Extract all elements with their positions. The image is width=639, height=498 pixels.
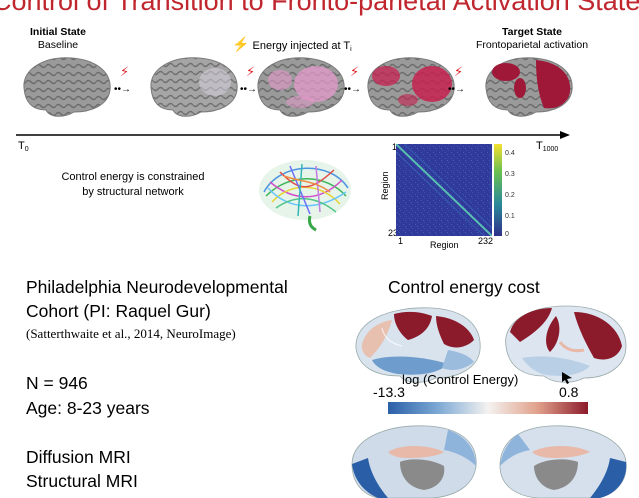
svg-text:••→: ••→ (344, 84, 361, 95)
matrix-colorbar (494, 144, 502, 236)
sample-size: N = 946 (26, 373, 88, 393)
network-note-line2: by structural network (82, 186, 184, 198)
brain-step-2 (150, 57, 238, 117)
svg-text:••→: ••→ (240, 84, 257, 95)
colorbar-tick-1: 0.3 (505, 171, 515, 178)
study-line2: Cohort (PI: Raquel Gur) (26, 301, 211, 321)
cost-title: Control energy cost (388, 277, 540, 297)
tractography-brain (259, 160, 351, 232)
transition-arrow-4: ⚡ ••→ (448, 65, 465, 95)
colorbar-tick-3: 0.1 (505, 213, 515, 220)
transition-arrow-3: ⚡ ••→ (344, 65, 361, 95)
matrix-xlabel: Region (430, 240, 459, 250)
cost-colorbar-label: log (Control Energy) (402, 372, 519, 387)
brain-step-4 (367, 57, 455, 117)
page-title: Control of Transition to Fronto-parietal… (0, 0, 639, 16)
network-note: Control energy is constrained by structu… (38, 170, 228, 200)
svg-text:••→: ••→ (114, 84, 131, 95)
cost-brain-right-lateral (505, 305, 627, 383)
modality-structural: Structural MRI (26, 471, 138, 491)
energy-injected-sub: i (350, 46, 352, 53)
svg-text:⚡: ⚡ (246, 65, 255, 80)
cost-colorbar (388, 402, 588, 414)
matrix-ylabel: Region (380, 171, 390, 200)
svg-text:⚡: ⚡ (120, 65, 129, 80)
target-state-label: Target State Frontoparietal activation (462, 26, 602, 52)
initial-state-label: Initial State Baseline (18, 26, 98, 52)
cursor-icon (562, 372, 572, 384)
matrix-x-right: 232 (478, 236, 494, 246)
colorbar-tick-2: 0.2 (505, 192, 515, 199)
age-range: Age: 8-23 years (26, 398, 150, 418)
lightning-icon: ⚡ (232, 36, 250, 52)
matrix-x-left: 1 (398, 236, 404, 246)
study-line1: Philadelphia Neurodevelopmental (26, 277, 288, 297)
cost-brains-lateral (355, 305, 627, 383)
svg-text:⚡: ⚡ (350, 65, 359, 80)
initial-state-title: Initial State (29, 26, 86, 38)
network-note-line1: Control energy is constrained (61, 171, 205, 183)
brain-step-3 (257, 57, 345, 117)
target-state-title: Target State (502, 26, 562, 38)
timeline-axis (16, 131, 570, 139)
cost-colorbar-min: -13.3 (373, 384, 405, 400)
matrix-y-top: 1 (392, 142, 398, 152)
colorbar-tick-4: 0 (505, 231, 509, 238)
timeline-start: T0 (18, 140, 29, 153)
transition-arrow-1: ⚡ ••→ (114, 65, 131, 95)
colorbar-tick-0: 0.4 (505, 150, 515, 157)
matrix-y-bottom: 232 (388, 228, 404, 238)
initial-state-sub: Baseline (37, 39, 79, 51)
transition-arrow-2: ⚡ ••→ (240, 65, 257, 95)
svg-text:⚡: ⚡ (454, 65, 463, 80)
brain-sequence: ⚡ ••→ ⚡ ••→ ⚡ ••→ ⚡ ••→ (23, 57, 573, 117)
energy-injected-text: Energy injected at T (252, 40, 351, 52)
target-state-sub: Frontoparietal activation (475, 39, 589, 51)
cost-brain-right-medial (499, 425, 627, 498)
cost-brains-medial (351, 425, 627, 498)
brain-target (485, 57, 573, 117)
cost-colorbar-max: 0.8 (559, 384, 579, 400)
svg-text:••→: ••→ (448, 84, 465, 95)
cost-brain-left-medial (351, 425, 477, 498)
timeline-end: T1000 (536, 140, 559, 153)
cost-brain-left-lateral (355, 307, 481, 383)
study-citation: (Satterthwaite et al., 2014, NeuroImage) (26, 326, 236, 341)
connectivity-matrix (396, 144, 492, 236)
energy-injected-label: ⚡ Energy injected at Ti (232, 36, 352, 53)
modality-diffusion: Diffusion MRI (26, 447, 131, 467)
brain-baseline (23, 57, 111, 117)
